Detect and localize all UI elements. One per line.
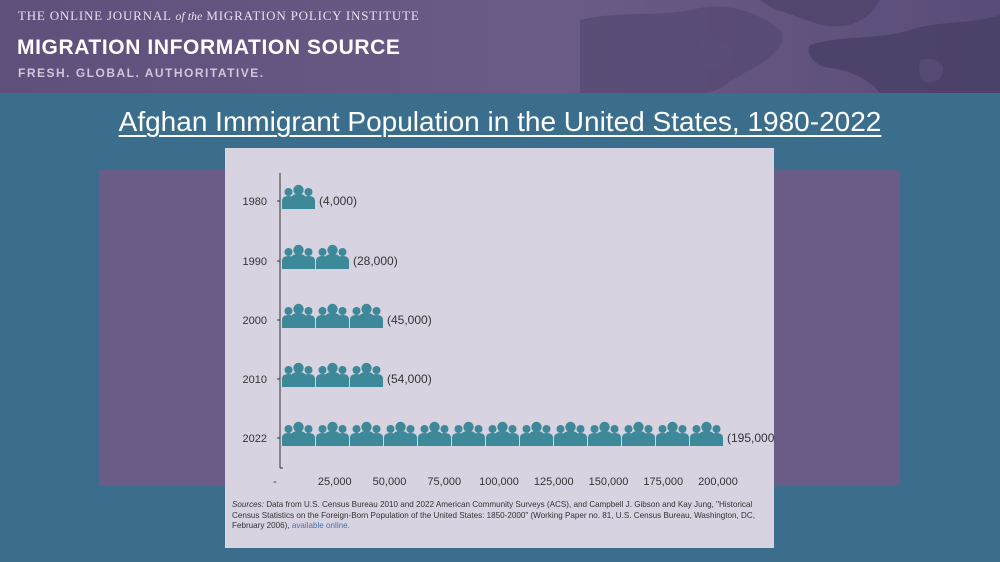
bar-1990 <box>282 244 349 269</box>
people-icon <box>384 421 417 446</box>
x-tick-label: - <box>273 476 277 488</box>
people-icon <box>282 303 315 328</box>
people-icon <box>350 362 383 387</box>
x-tick-label: 175,000 <box>643 476 683 488</box>
sources-label: Sources: <box>232 500 264 509</box>
year-label: 2022 <box>243 433 267 445</box>
people-icon <box>690 421 723 446</box>
x-tick-label: 25,000 <box>318 476 352 488</box>
site-header: THE ONLINE JOURNAL of the MIGRATION POLI… <box>0 0 1000 93</box>
x-axis-ticks: - 25,000 50,000 75,000 100,000 125,000 150,000… <box>273 476 738 488</box>
people-icon <box>282 244 315 269</box>
year-label: 2010 <box>243 374 267 386</box>
people-icon <box>554 421 587 446</box>
year-label: 2000 <box>243 315 267 327</box>
people-icon <box>520 421 553 446</box>
people-icon <box>282 184 315 209</box>
journal-line: THE ONLINE JOURNAL of the MIGRATION POLI… <box>18 8 420 23</box>
x-tick-label: 150,000 <box>589 476 629 488</box>
x-tick-label: 125,000 <box>534 476 574 488</box>
bar-1980 <box>282 184 315 209</box>
x-tick-label: 75,000 <box>427 476 461 488</box>
people-icon <box>418 421 451 446</box>
people-icon <box>282 362 315 387</box>
people-icon <box>316 362 349 387</box>
people-icon <box>316 421 349 446</box>
x-tick-label: 50,000 <box>373 476 407 488</box>
bar-2022 <box>282 421 723 446</box>
people-icon <box>316 303 349 328</box>
people-icon <box>622 421 655 446</box>
site-tagline: FRESH. GLOBAL. AUTHORITATIVE. <box>18 66 265 80</box>
year-label: 1990 <box>243 256 267 268</box>
slide-title: Afghan Immigrant Population in the Unite… <box>118 106 882 137</box>
people-icon <box>452 421 485 446</box>
year-label: 1980 <box>243 196 267 208</box>
people-icon <box>282 421 315 446</box>
people-icon <box>316 244 349 269</box>
sources-text: Data from U.S. Census Bureau 2010 and 20… <box>232 500 755 530</box>
people-icon <box>350 303 383 328</box>
people-icon <box>588 421 621 446</box>
value-label-2022: (195,000) <box>727 431 774 445</box>
value-label-2000: (45,000) <box>387 313 432 327</box>
site-brand[interactable]: MIGRATION INFORMATION SOURCE <box>17 36 401 59</box>
value-label-1980: (4,000) <box>319 194 357 208</box>
people-icon <box>656 421 689 446</box>
people-icon <box>350 421 383 446</box>
bar-2010 <box>282 362 383 387</box>
value-label-1990: (28,000) <box>353 254 398 268</box>
x-tick-label: 100,000 <box>479 476 519 488</box>
people-icon <box>486 421 519 446</box>
world-map-graphic <box>580 0 1000 93</box>
chart-panel: 1980 (4,000) 1990 (28,000) 2000 (45,000) 2010 (… <box>225 148 774 548</box>
chart-rows: 1980 (4,000) 1990 (28,000) 2000 (45,000) 2010 (… <box>243 184 774 446</box>
pictogram-chart: 1980 (4,000) 1990 (28,000) 2000 (45,000) 2010 (… <box>243 173 774 488</box>
sources-note: Sources: Data from U.S. Census Bureau 20… <box>232 500 768 532</box>
sources-link[interactable]: available online. <box>291 521 350 530</box>
x-tick-label: 200,000 <box>698 476 738 488</box>
value-label-2010: (54,000) <box>387 372 432 386</box>
bar-2000 <box>282 303 383 328</box>
